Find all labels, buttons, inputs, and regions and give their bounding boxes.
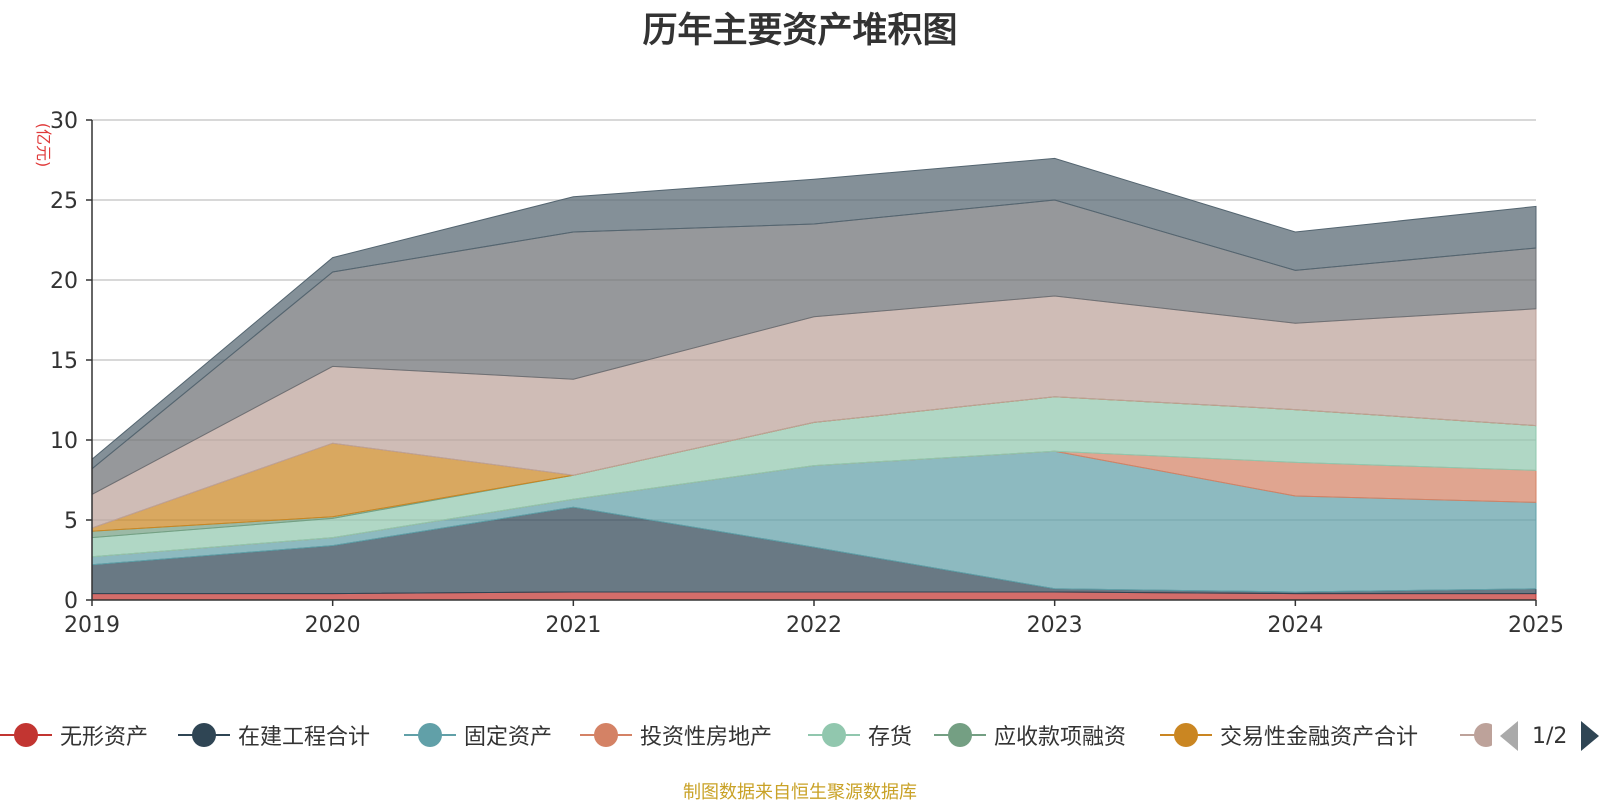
y-tick-label: 10 — [50, 429, 78, 454]
y-tick-label: 20 — [50, 269, 78, 294]
legend-pager: 1/2 — [1500, 718, 1600, 754]
y-tick-label: 25 — [50, 189, 78, 214]
legend-item[interactable]: 存货 — [808, 710, 912, 760]
legend-symbol-icon — [1460, 720, 1492, 750]
pager-prev-icon[interactable] — [1500, 721, 1518, 751]
x-tick-label: 2020 — [305, 613, 361, 638]
y-tick-label: 0 — [64, 589, 78, 614]
x-tick-label: 2019 — [64, 613, 120, 638]
legend-label: 固定资产 — [464, 725, 553, 750]
y-tick-label: 30 — [50, 109, 78, 134]
y-tick-label: 15 — [50, 349, 78, 374]
x-tick-label: 2024 — [1267, 613, 1323, 638]
pager-next-icon[interactable] — [1581, 721, 1600, 751]
y-axis-label: (亿元) — [34, 123, 53, 168]
x-tick-label: 2023 — [1027, 613, 1083, 638]
legend-label: 在建工程合计 — [238, 725, 371, 750]
chart-title: 历年主要资产堆积图 — [642, 11, 958, 51]
legend-label: 投资性房地产 — [640, 725, 773, 750]
legend-symbol-icon — [580, 720, 632, 750]
legend-item[interactable]: 在建工程合计 — [178, 710, 370, 760]
legend-label: 存货 — [868, 725, 913, 750]
legend-item[interactable]: 投资性房地产 — [580, 710, 772, 760]
legend-item[interactable]: 交易性金融资产合计 — [1160, 710, 1418, 760]
area-series-9[interactable] — [91, 157, 1537, 470]
legend-label: 无形资产 — [60, 725, 149, 750]
y-tick-label: 5 — [64, 509, 78, 534]
legend-item[interactable]: 固定资产 — [404, 710, 552, 760]
pager-text: 1/2 — [1532, 723, 1568, 749]
legend-symbol-icon — [808, 720, 860, 750]
legend-symbol-icon — [404, 720, 456, 750]
legend-symbol-icon — [1160, 720, 1212, 750]
legend: 无形资产 在建工程合计 固定资产 投资性房地产 存货 应收款项融资 交易性金融资产合计 — [0, 710, 1600, 760]
data-source-note: 制图数据来自恒生聚源数据库 — [683, 782, 917, 803]
legend-symbol-icon — [178, 720, 230, 750]
legend-symbol-icon — [0, 720, 52, 750]
stacked-areas — [91, 157, 1537, 601]
legend-item[interactable]: 无形资产 — [0, 710, 148, 760]
x-tick-label: 2021 — [545, 613, 601, 638]
x-tick-label: 2022 — [786, 613, 842, 638]
legend-label: 交易性金融资产合计 — [1220, 725, 1419, 750]
legend-symbol-icon — [934, 720, 986, 750]
legend-item-partial[interactable] — [1460, 710, 1492, 760]
x-tick-label: 2025 — [1508, 613, 1564, 638]
legend-label: 应收款项融资 — [994, 725, 1127, 750]
legend-item[interactable]: 应收款项融资 — [934, 710, 1126, 760]
